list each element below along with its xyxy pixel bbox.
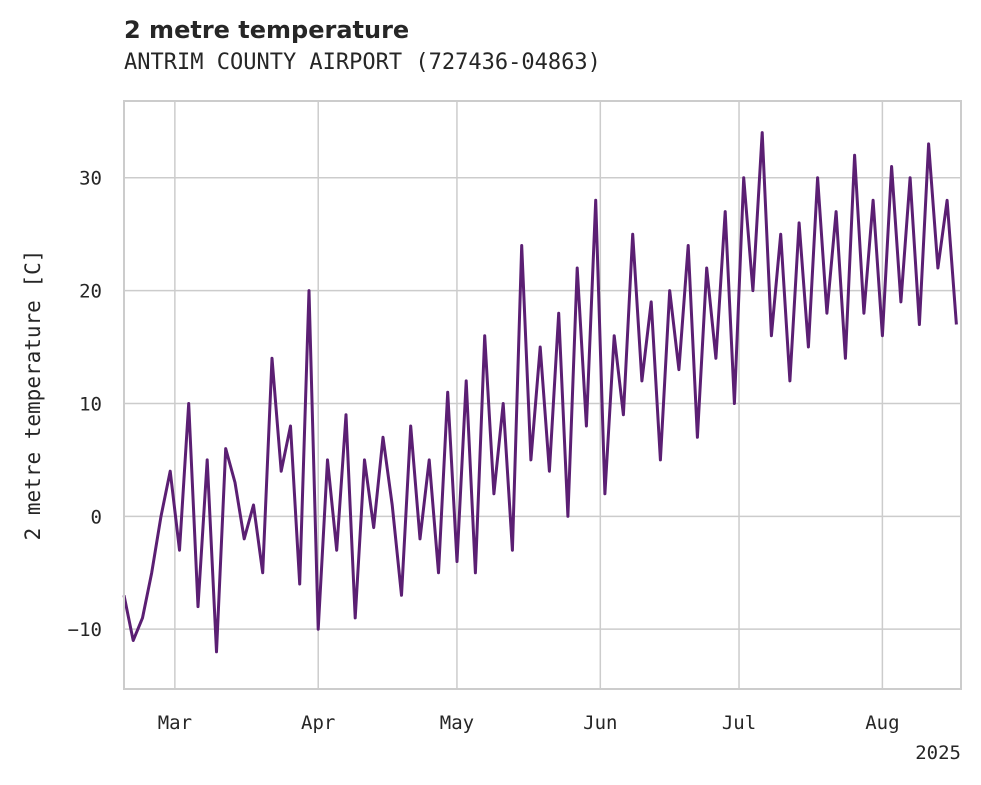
series-layer [122, 131, 958, 654]
y-tick-label: 10 [79, 393, 102, 415]
x-tick-label: Mar [158, 712, 192, 734]
chart-subtitle: ANTRIM COUNTY AIRPORT (727436-04863) [124, 50, 601, 75]
x-gridlines [174, 101, 884, 689]
x-axis: Mar Apr May Jun Jul Aug [158, 712, 900, 734]
y-tick-label: 0 [91, 506, 102, 528]
x-tick-label: Aug [865, 712, 899, 734]
x-tick-label: Jun [583, 712, 617, 734]
x-tick-label: May [440, 712, 474, 734]
y-tick-label: 20 [79, 281, 102, 303]
y-axis-label: 2 metre temperature [C] [21, 250, 45, 541]
x-axis-offset-label: 2025 [915, 742, 961, 764]
y-tick-label: −10 [68, 619, 102, 641]
y-axis: −10 0 10 20 30 [68, 168, 102, 641]
series-line-0 [122, 131, 958, 654]
x-tick-label: Jul [722, 712, 756, 734]
y-tick-label: 30 [79, 168, 102, 190]
chart-title: 2 metre temperature [124, 16, 410, 44]
plot-frame [123, 100, 962, 690]
y-gridlines [124, 176, 961, 630]
x-tick-label: Apr [301, 712, 335, 734]
